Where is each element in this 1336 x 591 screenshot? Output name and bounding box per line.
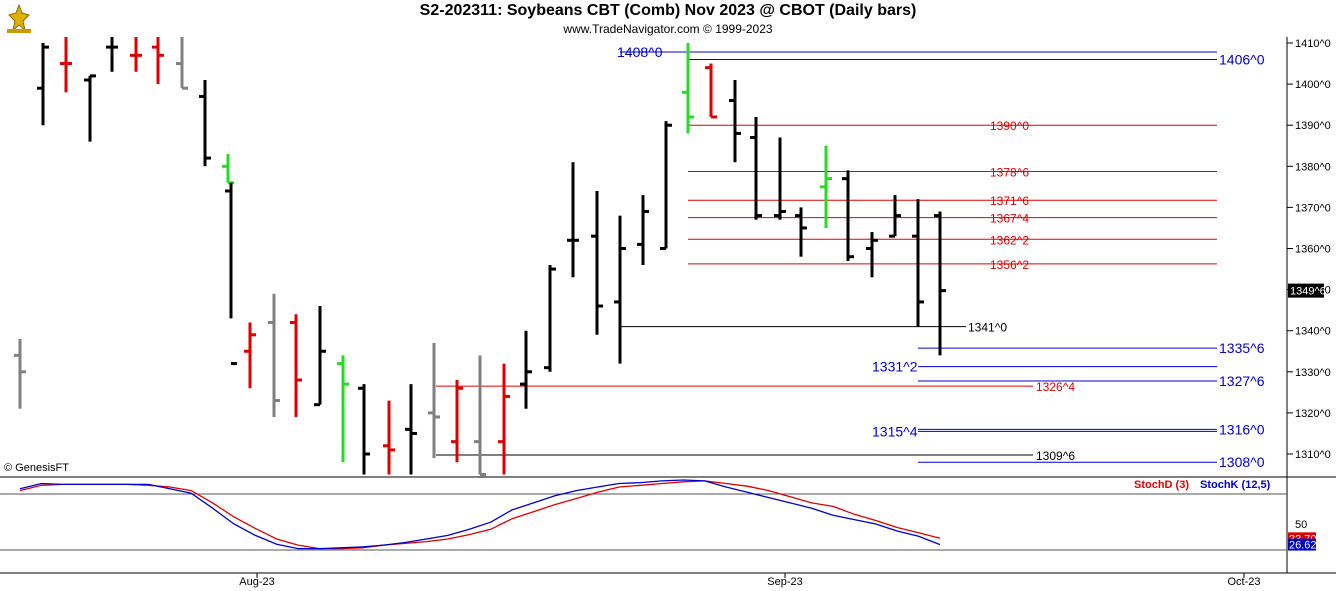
sr-line-label: 1390^0 — [990, 119, 1029, 133]
last-price-box — [1288, 283, 1324, 298]
support-resistance-lines: 1408^0 1406^0 1390^0 1378^6 1371^6 1367^4 1362… — [436, 44, 1265, 470]
last-price-label: 1349^6 — [1290, 286, 1326, 298]
date-tick-label: Sep-23 — [767, 576, 802, 588]
ohlc-bar — [152, 37, 164, 85]
sr-line-label: 1309^6 — [1036, 449, 1075, 463]
sr-line-label: 1371^6 — [990, 194, 1029, 208]
ohlc-bar — [290, 314, 302, 418]
ohlc-bar — [14, 338, 26, 409]
copyright-label: © GenesisFT — [4, 462, 69, 474]
ohlc-bar — [544, 264, 556, 372]
chart-subtitle: www.TradeNavigator.com © 1999-2023 — [563, 22, 773, 36]
price-bars — [14, 37, 946, 477]
stoch-legend-entry: StochD (3) — [1134, 479, 1189, 491]
ohlc-bar — [244, 322, 256, 389]
price-axis: 1410^01400^01390^01380^01370^01360^01350… — [1287, 38, 1331, 461]
ohlc-bar — [268, 293, 280, 418]
ohlc-bar — [176, 37, 188, 90]
stochastic-legend: StochD (3) StochK (12,5) — [1134, 479, 1271, 491]
ohlc-bar — [750, 116, 762, 220]
stochk-value-label: 26.62 — [1289, 540, 1317, 552]
ohlc-bar — [451, 380, 463, 463]
sr-line-label: 1326^4 — [1036, 380, 1075, 394]
ohlc-bar — [60, 37, 72, 93]
chart-header: S2-202311: Soybeans CBT (Comb) Nov 2023 … — [0, 0, 1336, 37]
ohlc-bar — [37, 43, 49, 126]
ohlc-bar — [314, 306, 326, 407]
price-panel-frame — [0, 37, 1336, 573]
stochk-value-box — [1288, 538, 1316, 551]
ohlc-bar — [520, 330, 532, 409]
stoch-series-line — [19, 480, 941, 550]
price-tick-label: 1310^0 — [1295, 449, 1331, 461]
ohlc-bar — [729, 79, 741, 163]
sr-line-label: 1331^2 — [872, 359, 918, 375]
sr-line-label: 1406^0 — [1219, 51, 1265, 67]
ohlc-bar — [84, 74, 96, 142]
price-tick-label: 1370^0 — [1295, 202, 1331, 214]
ohlc-bar — [474, 355, 486, 477]
sr-line-label: 1327^6 — [1219, 373, 1265, 389]
ohlc-bar — [428, 343, 440, 459]
price-tick-label: 1340^0 — [1295, 326, 1331, 338]
price-tick-label: 1380^0 — [1295, 161, 1331, 173]
sr-line-label: 1362^2 — [990, 233, 1029, 247]
ohlc-bar — [774, 137, 786, 220]
sr-line-label: 1335^6 — [1219, 340, 1265, 356]
date-axis: Aug-23 Sep-23 Oct-23 — [239, 573, 1261, 588]
sr-line-label: 1378^6 — [990, 165, 1029, 179]
chart-title: S2-202311: Soybeans CBT (Comb) Nov 2023 … — [419, 2, 917, 19]
ohlc-bar — [866, 232, 878, 278]
ohlc-bar — [225, 182, 237, 366]
ohlc-bar — [889, 195, 901, 238]
ohlc-bar — [358, 384, 370, 475]
sr-line-label: 1408^0 — [617, 44, 663, 60]
price-tick-label: 1330^0 — [1295, 367, 1331, 379]
ohlc-bar — [405, 384, 417, 475]
price-tick-label: 1360^0 — [1295, 244, 1331, 256]
ohlc-bar — [591, 190, 603, 335]
price-tick-label: 1320^0 — [1295, 408, 1331, 420]
ohlc-bar — [912, 199, 924, 327]
stoch-series-line — [19, 479, 941, 550]
ohlc-bar — [682, 43, 694, 134]
ohlc-bar — [106, 37, 118, 72]
ohlc-bar — [199, 79, 211, 167]
ohlc-bar — [383, 400, 395, 475]
ohlc-bar — [842, 170, 854, 261]
logo-icon — [7, 3, 31, 33]
price-tick-label: 1400^0 — [1295, 79, 1331, 91]
date-tick-label: Aug-23 — [239, 576, 274, 588]
sr-line-label: 1316^0 — [1219, 421, 1265, 437]
stochastic-panel-frame — [0, 493, 1336, 574]
ohlc-bar — [820, 145, 832, 228]
stoch-tick-label: 50 — [1295, 519, 1307, 531]
ohlc-bar — [795, 207, 807, 257]
date-tick-label: Oct-23 — [1227, 576, 1260, 588]
ohlc-bar — [614, 215, 626, 364]
sr-line-label: 1356^2 — [990, 258, 1029, 272]
ohlc-bar — [567, 162, 579, 278]
sr-line-label: 1315^4 — [872, 423, 918, 439]
price-tick-label: 1390^0 — [1295, 120, 1331, 132]
ohlc-bar — [637, 195, 649, 265]
last-price-marker: 1349^6 — [1288, 283, 1326, 298]
ohlc-bar — [337, 355, 349, 463]
sr-line-label: 1367^4 — [990, 212, 1029, 226]
ohlc-bar — [498, 363, 510, 475]
sr-line-label: 1308^0 — [1219, 454, 1265, 470]
ohlc-bar — [660, 121, 672, 250]
ohlc-bar — [130, 37, 142, 72]
stoch-legend-entry: StochK (12,5) — [1200, 479, 1271, 491]
stochastic-axis: 5033.7026.62 — [1288, 519, 1317, 552]
ohlc-bar — [705, 63, 717, 119]
ohlc-bar — [934, 211, 946, 356]
stochastic-lines — [19, 479, 941, 550]
sr-line-label: 1341^0 — [968, 321, 1007, 335]
price-tick-label: 1410^0 — [1295, 38, 1331, 50]
